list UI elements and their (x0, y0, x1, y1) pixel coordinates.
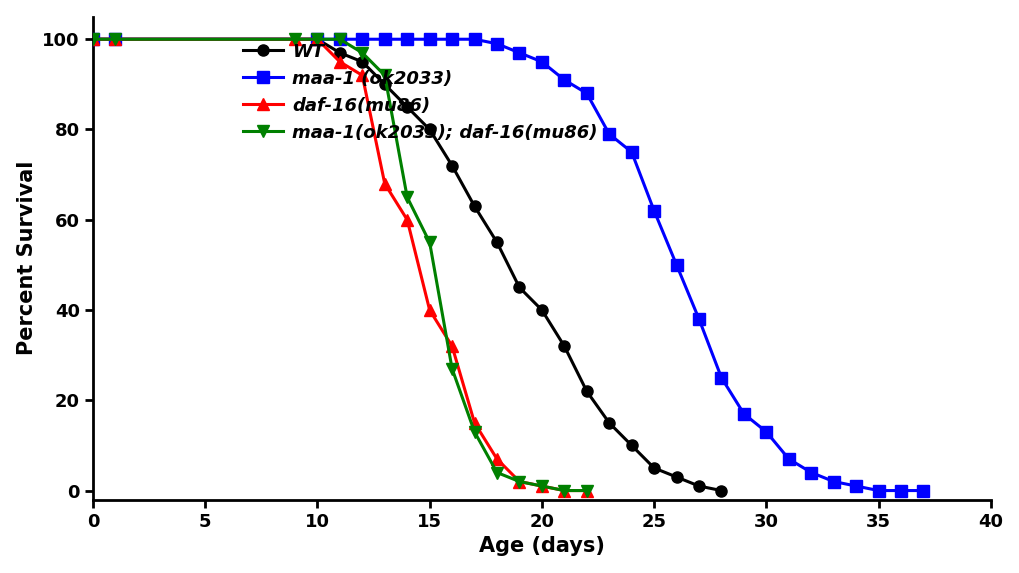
Y-axis label: Percent Survival: Percent Survival (16, 161, 37, 355)
Legend: WT, maa-1 (ok2033), daf-16(mu86), maa-1(ok2033); daf-16(mu86): WT, maa-1 (ok2033), daf-16(mu86), maa-1(… (235, 36, 604, 149)
X-axis label: Age (days): Age (days) (479, 536, 604, 556)
